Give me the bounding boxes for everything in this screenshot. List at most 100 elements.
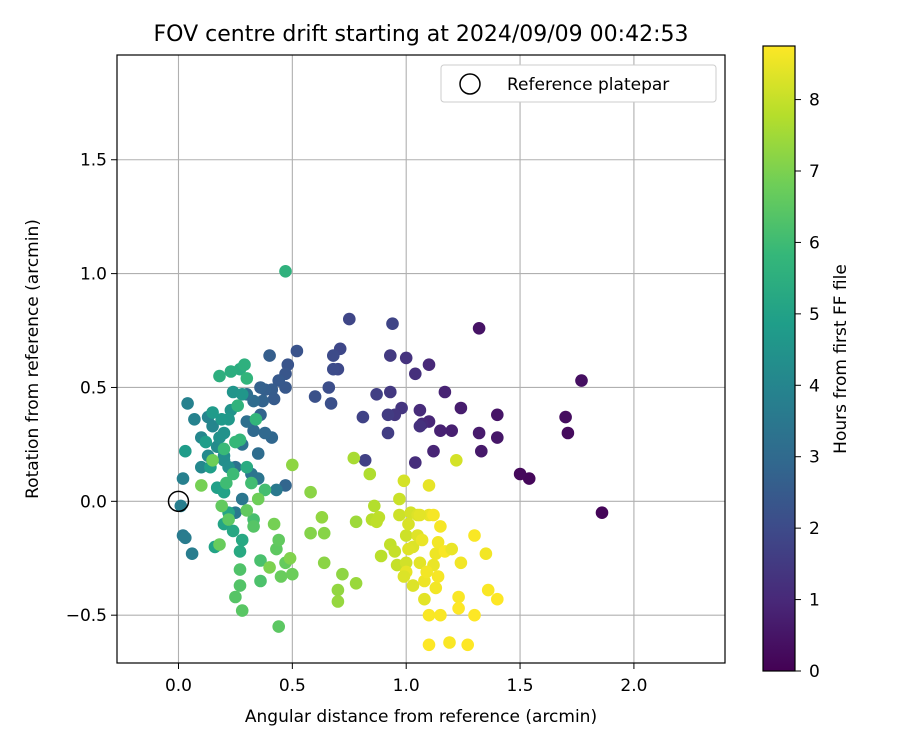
data-point (475, 444, 488, 458)
data-point (270, 483, 283, 497)
data-point (393, 508, 406, 522)
legend-marker-icon (459, 73, 481, 95)
data-point (349, 515, 363, 529)
data-point (397, 570, 411, 583)
data-point (336, 567, 349, 581)
data-point (220, 476, 233, 490)
data-point (247, 520, 260, 533)
colorbar-tick-label: 1 (809, 591, 820, 611)
y-tick-label: 1.5 (80, 151, 107, 171)
data-point (406, 579, 420, 592)
y-tick-label: 0.0 (80, 492, 107, 512)
data-point (267, 517, 281, 531)
data-point (399, 351, 413, 365)
data-point (247, 424, 260, 438)
x-tick-label: 1.5 (507, 676, 534, 696)
x-axis-label: Angular distance from reference (arcmin) (245, 707, 597, 727)
data-point (240, 460, 254, 474)
data-point (251, 492, 265, 506)
data-point (434, 424, 447, 438)
data-point (445, 542, 459, 556)
data-point (206, 419, 219, 433)
data-point (188, 413, 201, 426)
data-point (381, 426, 395, 440)
data-point (384, 385, 397, 399)
data-point (238, 358, 251, 372)
data-point (575, 374, 588, 387)
colorbar-gradient (762, 45, 796, 672)
data-point (422, 608, 436, 622)
data-point (374, 549, 388, 563)
data-point (399, 529, 413, 542)
data-point (263, 561, 276, 574)
data-point (413, 508, 427, 522)
data-point (413, 556, 427, 570)
data-point (235, 492, 249, 506)
data-point (454, 556, 468, 570)
data-point (324, 397, 338, 410)
data-point (468, 608, 481, 622)
data-point (513, 467, 527, 481)
data-point (286, 567, 299, 581)
colorbar-tick-label: 7 (809, 162, 820, 182)
y-tick-label: 1.0 (80, 265, 107, 285)
data-point (224, 365, 238, 378)
data-point (195, 460, 208, 474)
data-point (418, 592, 431, 606)
data-point (413, 403, 427, 417)
data-point (595, 506, 609, 519)
legend-label: Reference platepar (507, 75, 669, 95)
data-point (472, 426, 486, 440)
data-point (254, 381, 267, 394)
data-point (322, 381, 336, 394)
data-point (454, 401, 468, 415)
data-point (450, 454, 463, 467)
data-point (251, 447, 265, 460)
colorbar-tick-label: 6 (809, 233, 820, 253)
data-point (215, 499, 228, 513)
colorbar-tick-label: 4 (809, 376, 820, 396)
data-point (179, 531, 192, 545)
data-point (213, 538, 226, 551)
data-point (363, 467, 377, 481)
data-point (215, 413, 228, 426)
data-point (443, 636, 456, 649)
data-point (327, 349, 340, 362)
data-point (409, 367, 422, 381)
plot-area: 0.0 0.5 1.0 1.5 2.0 −0.5 0.0 0.5 1.0 1.5 (66, 54, 726, 696)
data-point (481, 583, 495, 597)
data-point (472, 322, 486, 335)
colorbar-tick-label: 8 (809, 91, 820, 111)
data-point (427, 444, 440, 458)
data-point (559, 410, 572, 424)
data-point (308, 390, 322, 403)
data-point (434, 608, 447, 622)
x-tick-label: 1.0 (393, 676, 420, 696)
data-point (249, 413, 263, 426)
colorbar-tick-label: 2 (809, 519, 820, 539)
data-point (422, 358, 436, 372)
data-point (349, 577, 363, 590)
data-point (258, 426, 272, 440)
data-point (384, 349, 397, 362)
data-point (431, 536, 445, 549)
data-point (452, 602, 465, 615)
data-point (274, 570, 288, 583)
data-point (331, 595, 345, 608)
data-point (381, 408, 395, 422)
data-point (206, 406, 219, 419)
data-point (461, 638, 475, 652)
data-point (256, 394, 270, 408)
data-point (258, 483, 272, 497)
colorbar: 0 1 2 3 4 5 6 7 8 Hours from first FF file (762, 45, 851, 682)
data-point (315, 511, 329, 524)
data-point (231, 399, 244, 413)
data-point (229, 435, 242, 449)
data-point (226, 524, 240, 538)
data-point (491, 592, 504, 606)
colorbar-tick-label: 3 (809, 448, 820, 468)
data-point (317, 556, 331, 570)
data-point (468, 529, 481, 542)
y-axis-label: Rotation from reference (arcmin) (23, 219, 43, 499)
